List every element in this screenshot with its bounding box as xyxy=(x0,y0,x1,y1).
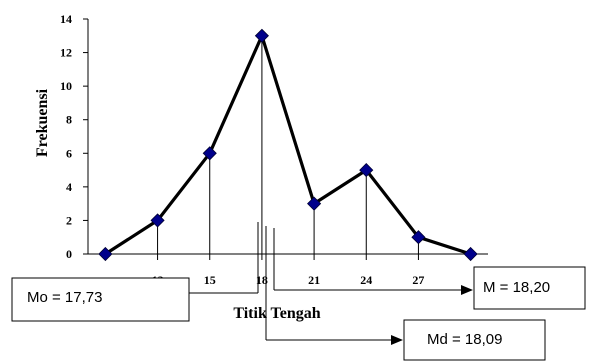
x-tick-label: 18 xyxy=(256,273,268,287)
y-tick-label: 0 xyxy=(66,247,72,261)
mode-annotation: Mo = 17,73 xyxy=(11,277,190,322)
x-tick-label: 15 xyxy=(204,273,216,287)
mode-label: Mo = 17,73 xyxy=(27,289,102,306)
frequency-line xyxy=(104,34,472,256)
y-tick-label: 2 xyxy=(66,213,72,227)
data-point-marker xyxy=(254,28,269,43)
data-point-marker xyxy=(150,213,165,228)
median-label: Md = 18,09 xyxy=(427,331,502,348)
y-axis-ticks: 0 2 4 6 8 10 12 14 xyxy=(60,12,88,261)
x-tick-label: 21 xyxy=(308,273,320,287)
mean-arrowhead xyxy=(461,285,473,295)
data-point-marker xyxy=(411,230,426,245)
median-box xyxy=(403,319,546,361)
axes xyxy=(87,19,488,255)
x-tick-label: 27 xyxy=(412,273,424,287)
mean-label: M = 18,20 xyxy=(483,279,550,296)
median-arrowhead xyxy=(391,335,403,345)
y-tick-label: 14 xyxy=(60,12,72,26)
mean-box xyxy=(473,266,586,310)
drop-lines xyxy=(157,35,419,254)
median-annotation: Md = 18,09 xyxy=(403,319,546,361)
x-tick-label: 24 xyxy=(360,273,372,287)
data-point-marker xyxy=(98,246,113,262)
y-tick-label: 8 xyxy=(66,113,72,127)
x-axis-title: Titik Tengah xyxy=(233,305,320,322)
y-tick-label: 10 xyxy=(60,79,72,93)
y-axis-title: Frekuensi xyxy=(34,88,51,157)
data-point-marker xyxy=(359,163,374,178)
mode-box xyxy=(11,277,190,322)
y-tick-label: 6 xyxy=(66,146,72,160)
mean-annotation: M = 18,20 xyxy=(473,266,586,310)
x-axis-ticks: 121518212427 xyxy=(152,254,424,287)
data-point-marker xyxy=(307,196,322,211)
statistic-indicator-lines xyxy=(183,222,462,341)
y-tick-label: 12 xyxy=(60,46,72,60)
data-markers xyxy=(98,28,478,262)
data-point-marker xyxy=(202,146,217,161)
y-tick-label: 4 xyxy=(66,180,72,194)
data-point-marker xyxy=(463,246,478,262)
